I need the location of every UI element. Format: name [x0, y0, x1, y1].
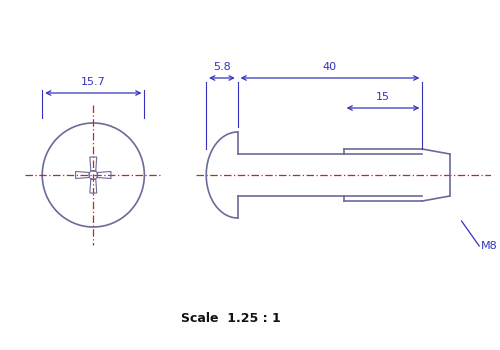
Text: Scale  1.25 : 1: Scale 1.25 : 1: [181, 312, 280, 324]
Text: 40: 40: [323, 62, 337, 72]
Text: 15: 15: [376, 92, 390, 102]
Text: 5.8: 5.8: [213, 62, 231, 72]
Text: 15.7: 15.7: [81, 77, 106, 87]
Text: M8: M8: [481, 241, 498, 251]
